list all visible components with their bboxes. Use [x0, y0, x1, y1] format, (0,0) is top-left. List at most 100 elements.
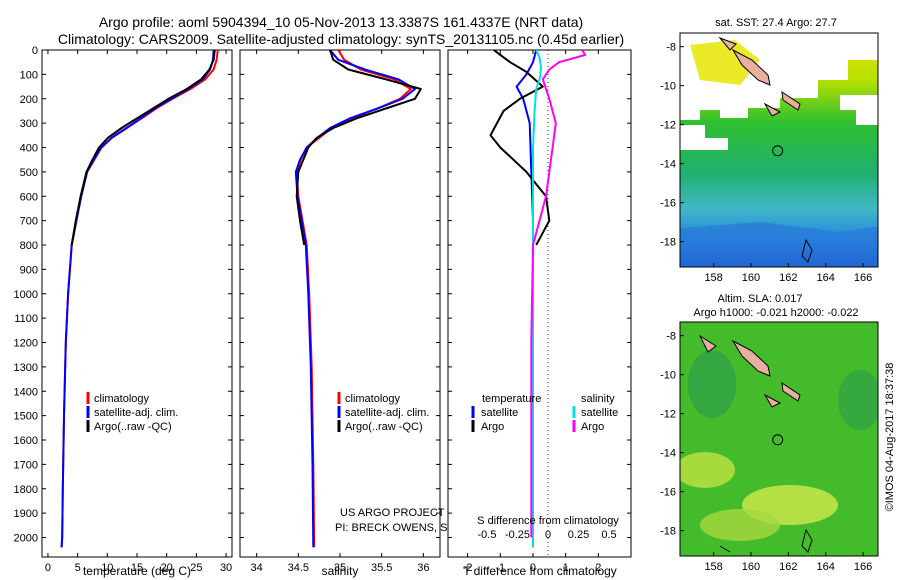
lon-tick-label: 166: [854, 272, 872, 284]
sst-float-marker: [772, 145, 784, 157]
difference-axes-frame: [447, 49, 632, 558]
legend-label-sal-satellite: satellite: [581, 407, 618, 419]
lat-tick-label: -8: [666, 42, 676, 54]
legend-label-sal-argo: Argo: [581, 421, 604, 433]
legend-label-satellite: satellite-adj. clim.: [94, 407, 178, 419]
difference-depth-ticks: [448, 49, 631, 538]
lat-tick-label: -8: [666, 331, 676, 343]
series-line-salinity-satellite: [532, 50, 543, 548]
lon-tick-label: 164: [817, 561, 835, 573]
s-diff-tick-label: 0: [545, 529, 551, 541]
depth-tick-label: 600: [20, 191, 38, 203]
temperature-legend: climatology satellite-adj. clim. Argo(..…: [86, 392, 178, 433]
lon-tick-label: 166: [854, 561, 872, 573]
series-line-argo-raw-qc: [295, 50, 422, 246]
depth-tick-label: 1900: [14, 508, 38, 520]
x-tick-label: 20: [161, 562, 173, 574]
x-tick-label: 0: [530, 562, 536, 574]
x-tick-label: 15: [131, 562, 143, 574]
lat-tick-label: -16: [660, 487, 676, 499]
depth-tick-label: 700: [20, 216, 38, 228]
sst-map: sat. SST: 27.4 Argo: 27.7 158 160 162 164 16…: [660, 17, 879, 284]
sla-field: [680, 322, 878, 556]
imos-timestamp: ©IMOS 04-Aug-2017 18:37:38: [884, 363, 896, 512]
x-tick-label: 36: [417, 562, 429, 574]
x-tick-label: 1: [563, 562, 569, 574]
depth-tick-label: 800: [20, 240, 38, 252]
lon-tick-label: 160: [742, 561, 760, 573]
temperature-xlabel: temperature (deg C): [83, 564, 191, 578]
lat-tick-label: -16: [660, 198, 676, 210]
depth-tick-label: 1800: [14, 484, 38, 496]
figure-title-line2: Climatology: CARS2009. Satellite-adjuste…: [58, 31, 624, 47]
depth-tick-label: 300: [20, 118, 38, 130]
lon-tick-label: 160: [742, 272, 760, 284]
s-diff-tick-label: 0.25: [568, 529, 589, 541]
series-line-temperature-argo: [489, 50, 551, 246]
x-tick-label: 25: [190, 562, 202, 574]
sst-field: [680, 33, 878, 267]
lon-tick-label: 164: [817, 272, 835, 284]
sla-map-title-line1: Altim. SLA: 0.017: [718, 293, 803, 305]
s-difference-label: S difference from climatology: [477, 515, 619, 527]
sla-coast-solomons: [698, 334, 801, 408]
depth-tick-label: 200: [20, 94, 38, 106]
s-difference-top-ticks: -0.5 -0.25 0 0.25 0.5: [478, 529, 617, 541]
temperature-axes-frame: [41, 49, 233, 558]
x-tick-label: 34: [251, 562, 263, 574]
lon-tick-label: 158: [704, 272, 722, 284]
lat-tick-label: -14: [660, 448, 676, 460]
depth-tick-label: 2000: [14, 533, 38, 545]
s-diff-tick-label: -0.5: [478, 529, 497, 541]
lat-tick-label: -10: [660, 370, 676, 382]
s-diff-tick-label: -0.25: [505, 529, 530, 541]
depth-tick-label: 0: [32, 45, 38, 57]
salinity-axes-frame: [239, 49, 441, 558]
x-tick-label: -2: [463, 562, 473, 574]
salinity-depth-ticks: [240, 49, 440, 538]
sla-low-patch-east: [838, 370, 878, 430]
sla-high-patch-3: [700, 509, 780, 541]
sst-cloud-mask-west: [680, 125, 728, 150]
difference-legend: temperature satellite Argo salinity sate…: [471, 393, 618, 433]
difference-panel: -2 -1 0 1 2 S difference from climatology -0…: [447, 49, 632, 578]
x-tick-label: 5: [75, 562, 81, 574]
depth-tick-label: 500: [20, 167, 38, 179]
series-line-salinity-argo: [530, 50, 587, 538]
legend-label-temp-satellite: satellite: [481, 407, 518, 419]
temperature-series: [60, 50, 219, 548]
sst-map-frame: [679, 32, 879, 268]
sst-map-title: sat. SST: 27.4 Argo: 27.7: [715, 17, 837, 29]
difference-x-axis: -2 -1 0 1 2: [463, 50, 601, 574]
depth-axis: 0 100 200 300 400 500 600 700 800 900 1000 1100 1200…: [14, 45, 232, 545]
sla-coast-vanuatu: [719, 528, 813, 553]
x-tick-label: 10: [101, 562, 113, 574]
series-line-argo-raw-qc: [70, 50, 216, 246]
s-diff-tick-label: 0.5: [601, 529, 616, 541]
lat-tick-label: -12: [660, 409, 676, 421]
legend-label-argo: Argo(..raw -QC): [94, 421, 172, 433]
legend-label-satellite: satellite-adj. clim.: [345, 407, 429, 419]
salinity-series: [294, 50, 422, 548]
depth-tick-label: 100: [20, 69, 38, 81]
lat-tick-label: -18: [660, 237, 676, 249]
depth-tick-label: 1200: [14, 338, 38, 350]
depth-tick-label: 1600: [14, 435, 38, 447]
figure-title-line1: Argo profile: aoml 5904394_10 05-Nov-201…: [99, 14, 583, 30]
sst-warm-patch: [690, 40, 760, 85]
legend-title-temperature: temperature: [482, 393, 541, 405]
legend-label-argo: Argo(..raw -QC): [345, 421, 423, 433]
lat-tick-label: -10: [660, 81, 676, 93]
sla-float-marker: [772, 434, 784, 446]
sla-map: Altim. SLA: 0.017 Argo h1000: -0.021 h20…: [660, 293, 879, 573]
x-tick-label: -1: [495, 562, 505, 574]
sst-coast-vanuatu: [801, 238, 813, 263]
lon-tick-label: 162: [779, 561, 797, 573]
temperature-panel: 0100200300400500600700800900100011001200…: [14, 45, 233, 578]
lat-tick-label: -14: [660, 159, 676, 171]
legend-title-salinity: salinity: [581, 393, 615, 405]
depth-tick-label: 1500: [14, 411, 38, 423]
salinity-legend: climatology satellite-adj. clim. Argo(..…: [337, 392, 429, 433]
depth-tick-label: 1000: [14, 289, 38, 301]
